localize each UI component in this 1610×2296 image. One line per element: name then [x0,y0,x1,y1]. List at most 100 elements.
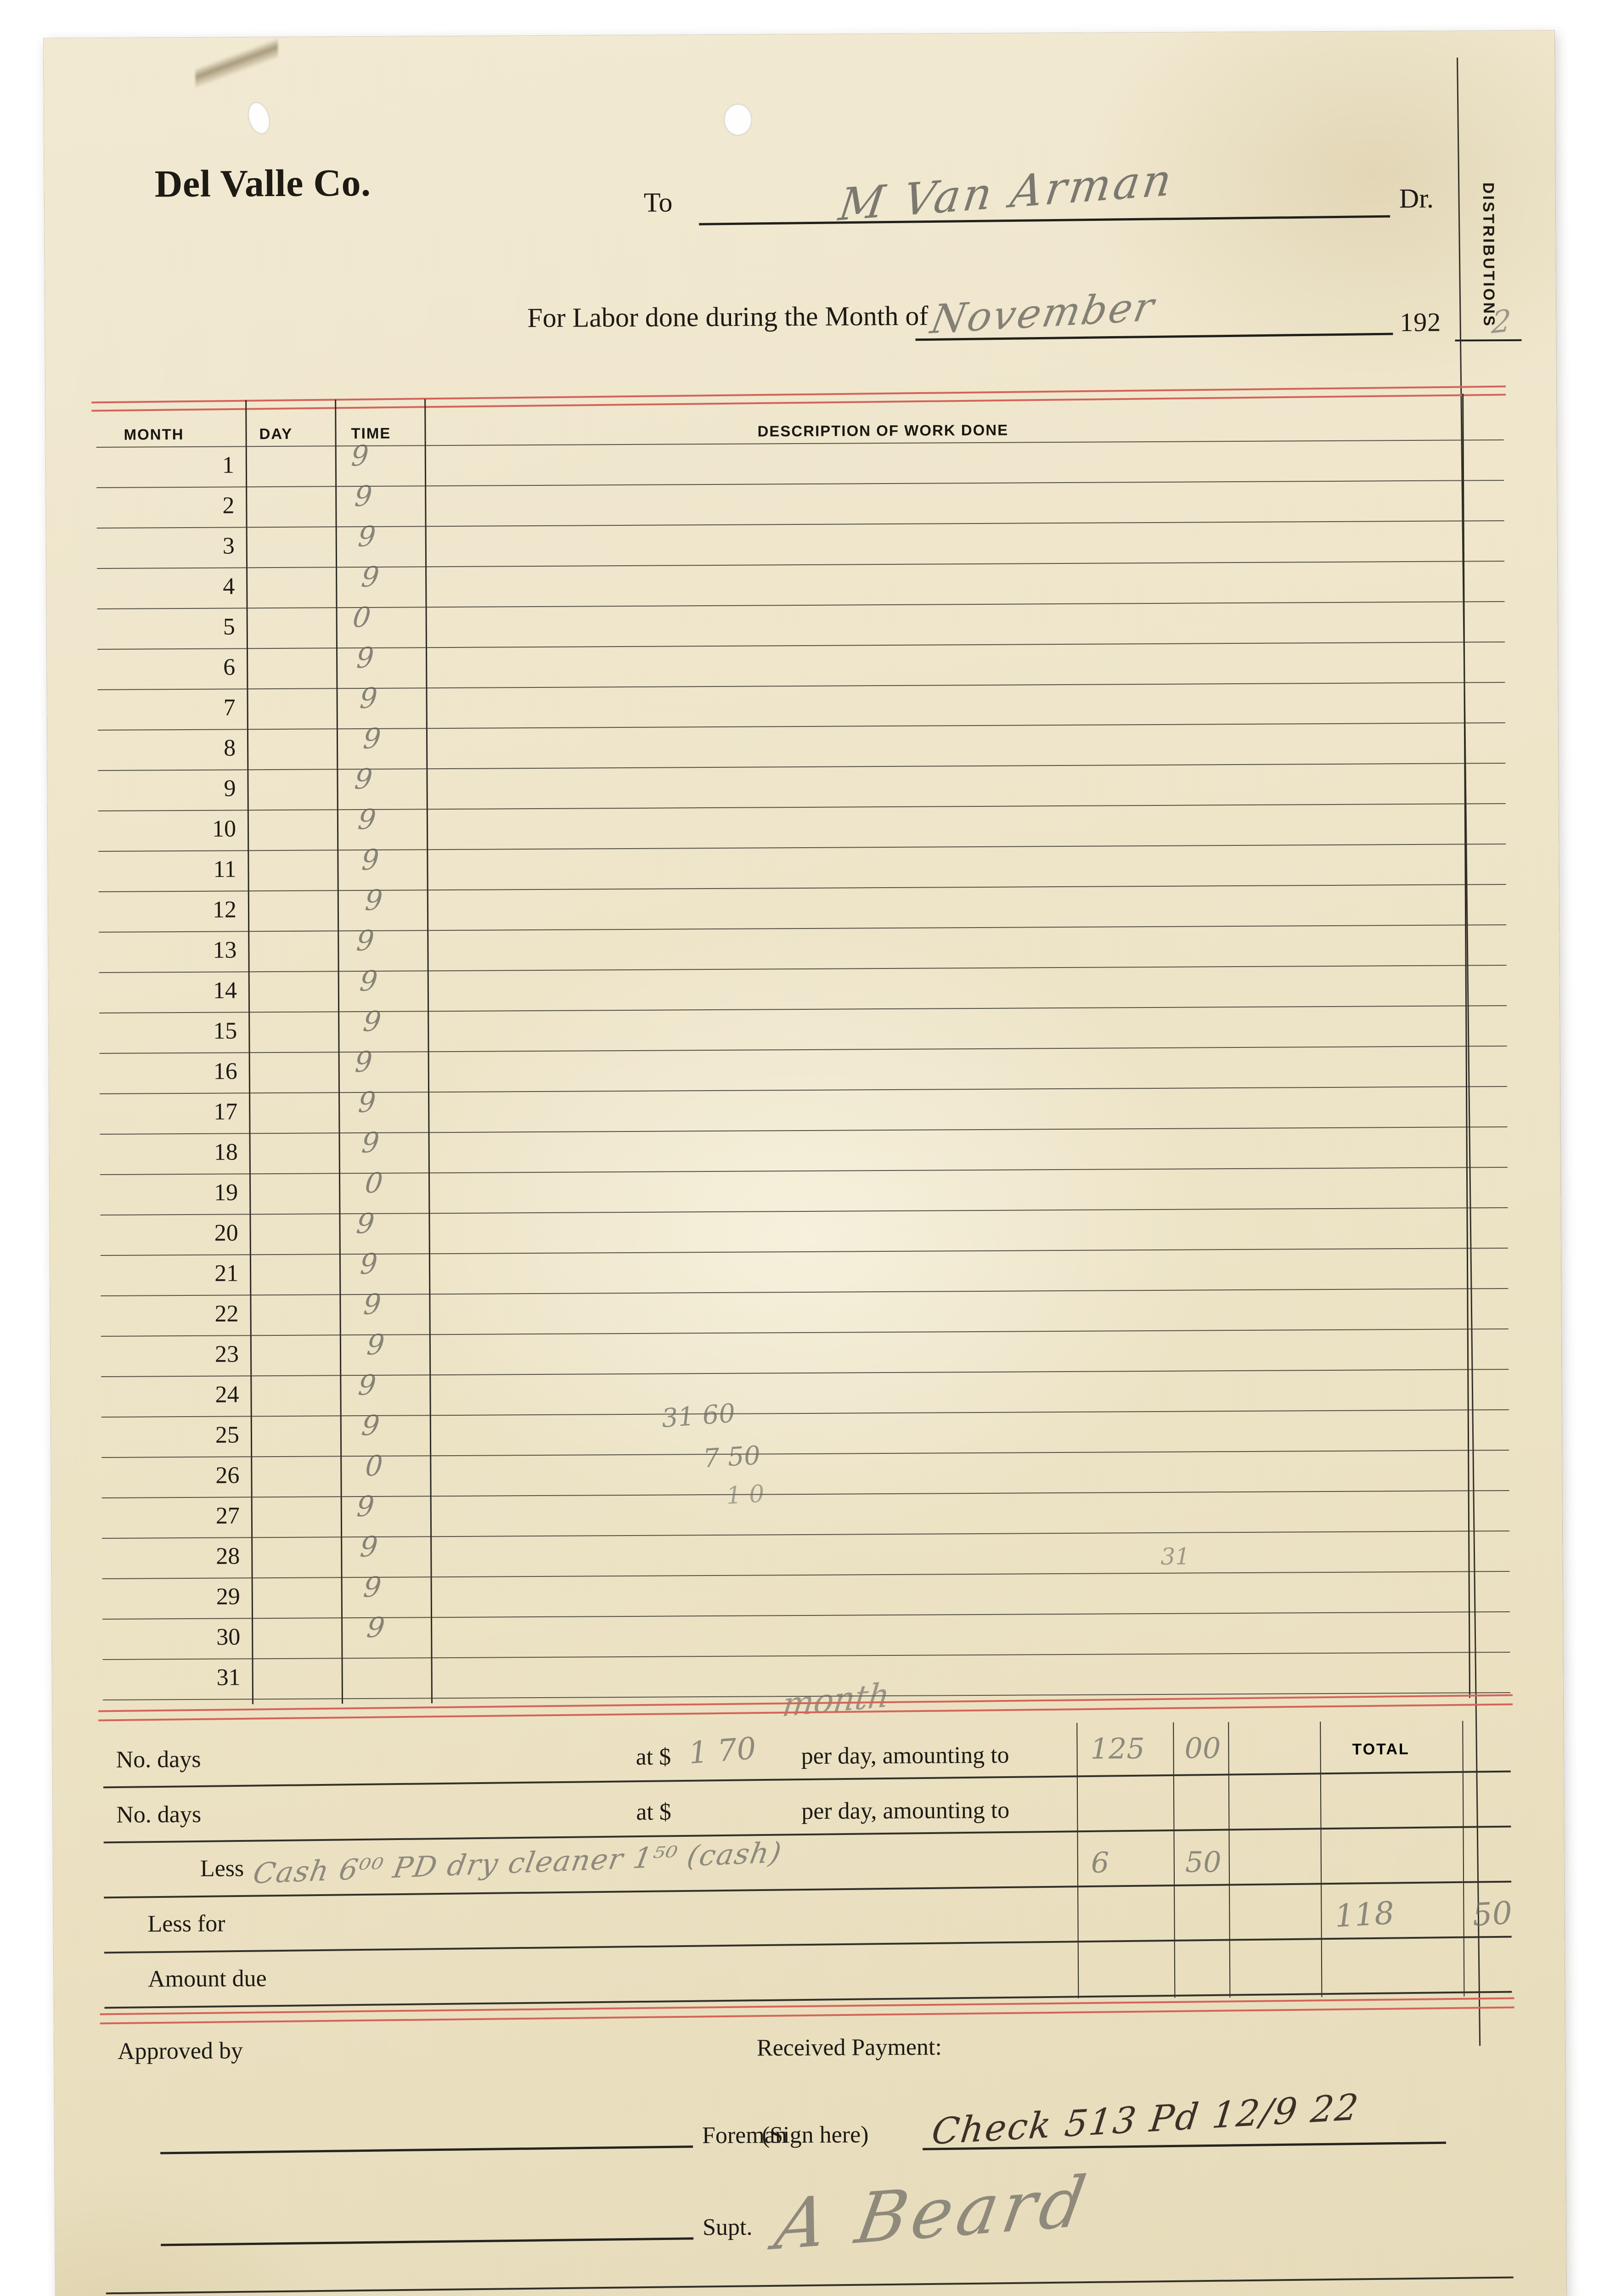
recipient-signature: A Beard [769,2161,1096,2266]
time-value: 9 [359,1530,379,1564]
table-row-line [97,681,1505,691]
pencil-note-calc-3: 1 0 [725,1480,766,1510]
time-value: 9 [360,843,380,877]
table-row-line [98,762,1506,771]
per-day-label-1: per day, amounting to [801,1742,1009,1770]
total-cents: 50 [1471,1895,1514,1934]
time-value: 9 [362,722,383,756]
table-row: 24 [215,1381,239,1408]
table-row: 20 [214,1220,238,1246]
table-row-line [97,722,1505,731]
pencil-note-calc-4: 31 [1160,1543,1190,1570]
amount-cents-1: 00 [1184,1731,1221,1765]
table-row: 30 [216,1624,241,1650]
received-payment-label: Received Payment: [756,2034,942,2061]
table-row: 6 [223,654,236,681]
table-row: 1 [222,452,235,478]
table-row: 10 [212,816,236,842]
table-row: 26 [215,1462,240,1489]
time-value: 9 [350,439,370,473]
total-dollars: 118 [1334,1895,1396,1935]
foreman-signature-rule[interactable] [160,2145,693,2155]
time-value: 9 [354,1045,373,1080]
per-day-label-2: per day, amounting to [801,1797,1010,1825]
table-row: 12 [212,896,237,923]
less-amount-dollars: 6 [1091,1846,1109,1880]
table-row: 11 [213,856,236,883]
table-row-line [102,1570,1510,1579]
year-prefix: 192 [1400,307,1441,338]
column-header-month: MONTH [124,426,184,443]
table-row-line [100,1126,1508,1135]
table-row: 18 [214,1139,238,1165]
table-row-line [98,803,1506,812]
table-row: 15 [213,1018,237,1044]
table-row: 16 [213,1058,237,1085]
total-column-header: TOTAL [1352,1740,1410,1758]
time-value: 9 [360,1409,382,1442]
table-row: 19 [214,1179,238,1206]
worklog-table: MONTH DAY TIME DESCRIPTION OF WORK DONE … [96,394,1510,1705]
paper-tear [195,5,279,125]
time-value: 9 [361,1005,383,1038]
less-note: Cash 6⁰⁰ PD dry cleaner 1⁵⁰ (cash) [250,1835,785,1891]
pencil-note-calc-2: 7 50 [702,1441,761,1474]
table-row-line [101,1328,1509,1337]
supt-signature-rule[interactable] [161,2237,694,2246]
sum-row-rule-2 [103,1825,1511,1844]
table-row-line [101,1409,1509,1418]
time-value: 9 [364,884,384,917]
to-field-rule[interactable] [699,215,1390,225]
table-row: 25 [215,1422,240,1448]
column-header-time: TIME [351,424,391,442]
table-row-line [99,1005,1507,1014]
approval-block: Approved by Received Payment: Foreman (S… [105,2019,1514,2284]
sum-col-divider-5 [1462,1721,1465,1997]
sign-here-label: (Sign here) [761,2122,869,2149]
time-value: 9 [354,479,373,513]
table-row: 7 [223,694,236,721]
table-row: 14 [213,977,237,1004]
table-row-line [97,641,1505,650]
sum-col-divider-3 [1228,1722,1231,1998]
column-header-day: DAY [259,425,293,443]
time-value: 9 [358,964,379,998]
table-row-line [99,924,1507,933]
table-row-line [99,1045,1507,1054]
table-row-line [101,1288,1509,1296]
at-dollar-label-1: at $ [636,1744,671,1770]
table-row: 8 [223,735,236,761]
time-value: 0 [351,601,372,634]
dr-label: Dr. [1399,183,1434,214]
to-label: To [643,187,673,218]
at-dollar-label-2: at $ [636,1799,671,1825]
month-handwritten: November [927,283,1160,343]
table-row: 21 [214,1260,239,1287]
sum-row-rule-4 [104,1936,1512,1954]
table-row-line [101,1490,1509,1498]
pencil-note-calc-1: 31 60 [660,1398,737,1434]
table-row: 22 [214,1300,239,1327]
table-row-line [101,1449,1509,1458]
table-row-line [102,1611,1510,1620]
table-row: 4 [223,573,235,600]
time-value: 9 [356,1369,378,1402]
amount-dollars-1: 125 [1090,1732,1145,1766]
table-row: 3 [222,533,235,559]
rate-value-1: 1 70 [687,1730,758,1771]
time-value: 9 [355,641,375,675]
table-row-line [102,1530,1510,1539]
table-row: 23 [214,1341,239,1367]
summary-block: TOTAL No. days at $ 1 70 per day, amount… [103,1721,1514,2022]
punch-hole-left [244,99,274,137]
time-value: 9 [356,803,378,836]
time-value: 9 [355,1207,376,1240]
table-row-line [96,439,1504,448]
month-statement-label: For Labor done during the Month of [527,300,929,333]
time-value: 9 [353,763,374,796]
table-row: 17 [214,1098,238,1125]
no-days-label-2: No. days [116,1801,202,1828]
table-row: 28 [216,1543,240,1570]
column-header-description: DESCRIPTION OF WORK DONE [757,421,1009,440]
table-row: 5 [223,613,235,640]
